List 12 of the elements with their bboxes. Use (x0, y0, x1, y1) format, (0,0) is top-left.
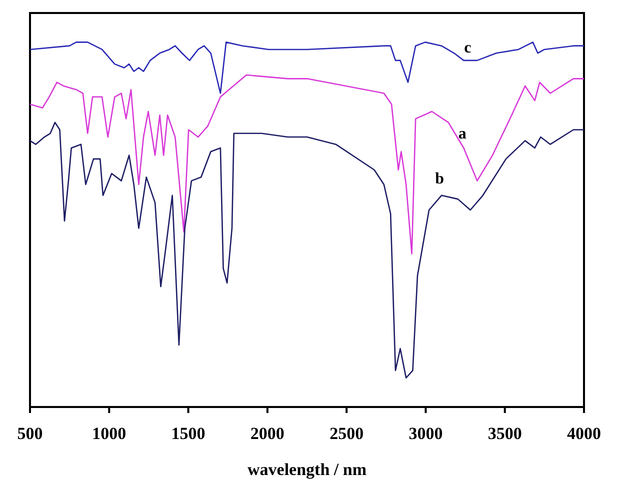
x-tick-label: 500 (17, 424, 43, 444)
series-label: c (464, 39, 472, 56)
x-axis-title: wavelength / nm (248, 460, 366, 479)
x-tick-label: 2500 (330, 424, 364, 444)
x-tick-label: 3000 (408, 424, 443, 444)
x-tick-label: 4000 (567, 424, 601, 444)
x-tick-label: 1000 (92, 424, 126, 444)
x-tick-label: 2000 (250, 424, 284, 444)
x-tick-label: 3500 (488, 424, 522, 444)
x-tick-label: 1500 (171, 424, 206, 444)
series-label: b (435, 170, 444, 188)
series-label: a (458, 125, 466, 142)
